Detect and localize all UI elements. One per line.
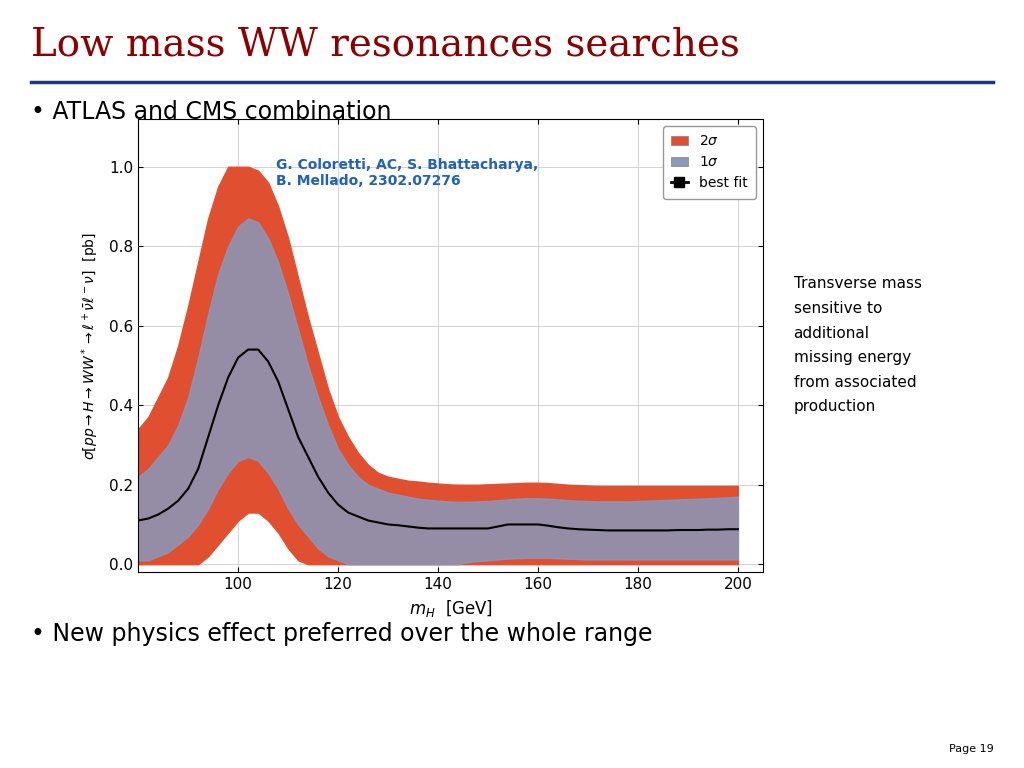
Text: Transverse mass
sensitive to
additional
missing energy
from associated
productio: Transverse mass sensitive to additional … — [794, 276, 922, 415]
Text: Low mass WW resonances searches: Low mass WW resonances searches — [31, 27, 739, 64]
X-axis label: $m_H$  [GeV]: $m_H$ [GeV] — [409, 598, 493, 618]
Text: • ATLAS and CMS combination: • ATLAS and CMS combination — [31, 100, 391, 124]
Text: Related to 95GeV and 151GeV?: Related to 95GeV and 151GeV? — [221, 680, 808, 713]
Y-axis label: $\sigma[pp \rightarrow H \rightarrow WW^* \rightarrow \ell^+\bar{\nu}\ell^-\nu]$: $\sigma[pp \rightarrow H \rightarrow WW^… — [79, 232, 100, 459]
Text: Page 19: Page 19 — [948, 744, 993, 754]
Text: G. Coloretti, AC, S. Bhattacharya,
B. Mellado, 2302.07276: G. Coloretti, AC, S. Bhattacharya, B. Me… — [275, 157, 538, 187]
Text: • New physics effect preferred over the whole range: • New physics effect preferred over the … — [31, 622, 652, 646]
Legend: $2\sigma$, $1\sigma$, best fit: $2\sigma$, $1\sigma$, best fit — [663, 126, 756, 199]
